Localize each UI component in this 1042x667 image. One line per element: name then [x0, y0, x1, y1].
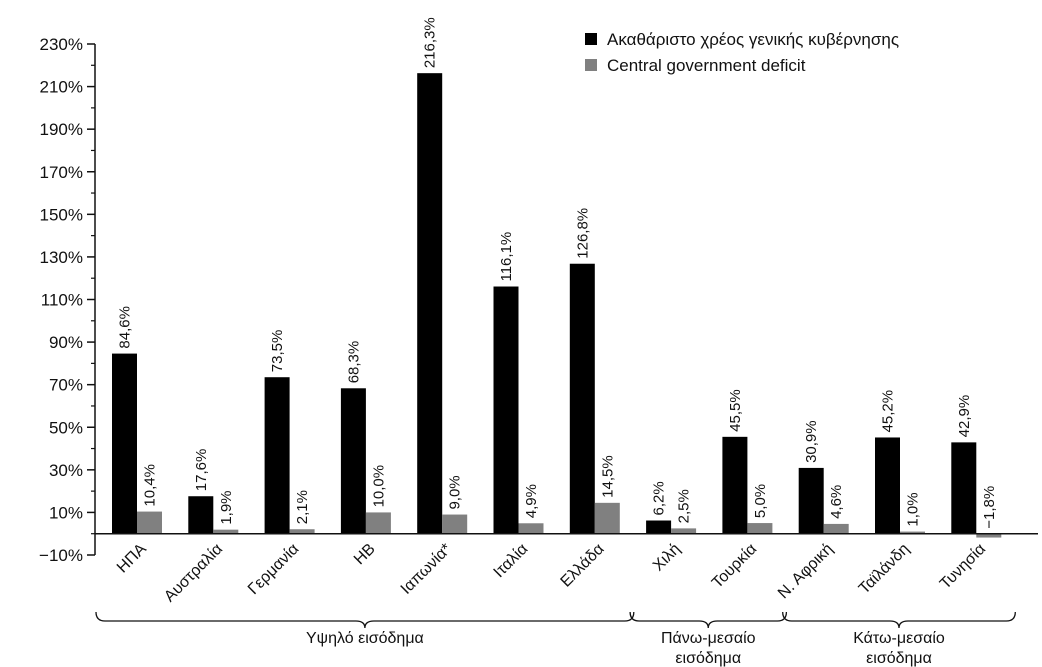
bar-gross-debt	[875, 437, 900, 534]
value-label-gross-debt: 116,1%	[498, 232, 515, 282]
income-groups: Υψηλό εισόδημα Πάνω-μεσαίο εισόδημα Κάτω-με…	[95, 611, 1016, 667]
value-label-deficit: 5,0%	[752, 484, 769, 518]
value-label-gross-debt: 126,8%	[574, 208, 591, 259]
category-label: Γερμανία	[245, 541, 303, 599]
category-label: Χιλή	[650, 541, 684, 575]
category-label: Αυστραλία	[161, 541, 226, 606]
legend-swatch	[585, 33, 597, 45]
value-label-gross-debt: 45,2%	[880, 390, 897, 433]
category-label: Ταϊλάνδη	[856, 541, 913, 598]
value-label-gross-debt: 45,5%	[727, 389, 744, 432]
y-tick-label: 90%	[49, 333, 83, 352]
y-axis: −10% 10% 30% 50% 70% 90% 110% 130% 150% 170% 190% 2…	[39, 35, 96, 565]
bar-gross-debt	[569, 263, 595, 534]
bar-deficit	[137, 511, 162, 534]
y-tick-label: 30%	[49, 461, 83, 480]
bar-gross-debt	[798, 467, 824, 534]
value-label-gross-debt: 84,6%	[117, 306, 134, 349]
group-label: Κάτω-μεσαίο	[853, 630, 945, 647]
value-label-gross-debt: 42,9%	[956, 395, 973, 438]
category-label: Ν. Αφρική	[775, 541, 837, 603]
value-label-deficit: 10,4%	[142, 464, 159, 507]
category-label: Τυνησία	[937, 541, 989, 593]
bar-deficit	[823, 523, 849, 534]
bar-gross-debt	[951, 442, 977, 534]
y-tick-label: 10%	[49, 503, 83, 522]
value-label-gross-debt: 68,3%	[345, 341, 362, 384]
y-tick-label: 190%	[40, 120, 83, 139]
y-tick-label: 50%	[49, 418, 83, 437]
value-label-deficit: 4,6%	[828, 485, 845, 519]
value-label-deficit: 2,1%	[294, 490, 311, 524]
value-label-gross-debt: 6,2%	[651, 481, 668, 515]
value-label-deficit: 4,9%	[523, 484, 540, 518]
y-tick-label: 70%	[49, 376, 83, 395]
value-label-deficit: −1,8%	[981, 486, 998, 529]
value-label-gross-debt: 73,5%	[269, 330, 286, 373]
bar-gross-debt	[112, 353, 137, 534]
bar-gross-debt	[722, 436, 748, 534]
category-label: Ιταλία	[491, 541, 532, 582]
bar-deficit	[289, 529, 315, 534]
group-bracket	[629, 611, 788, 629]
category-label: ΗΒ	[351, 541, 379, 569]
legend-label: Central government deficit	[607, 56, 806, 75]
group-bracket	[95, 611, 635, 629]
category-label: Ιαπωνία*	[398, 541, 455, 598]
value-label-gross-debt: 30,9%	[803, 420, 820, 463]
y-tick-label: 130%	[40, 248, 83, 267]
y-tick-label: 210%	[40, 78, 83, 97]
value-label-gross-debt: 17,6%	[193, 449, 210, 492]
bar-deficit	[594, 502, 620, 534]
legend: Ακαθάριστο χρέος γενικής κυβέρνησης Centr…	[585, 30, 899, 75]
y-tick-label: 110%	[41, 291, 83, 310]
category-label: Ελλάδα	[558, 541, 608, 591]
value-label-gross-debt: 216,3%	[422, 17, 439, 68]
legend-label: Ακαθάριστο χρέος γενικής κυβέρνησης	[607, 30, 899, 49]
y-tick-label: −10%	[39, 546, 83, 565]
group-label: Πάνω-μεσαίο	[661, 630, 756, 647]
value-label-deficit: 1,9%	[218, 490, 235, 524]
bar-gross-debt	[264, 377, 290, 534]
group-label: εισόδημα	[675, 650, 741, 667]
category-label: ΗΠΑ	[114, 540, 150, 576]
legend-swatch	[585, 59, 597, 71]
x-axis: ΗΠΑ Αυστραλία Γερμανία ΗΒ Ιαπωνία* Ιταλία Ελλά…	[95, 532, 1038, 606]
bar-deficit	[900, 531, 925, 534]
bar-deficit	[518, 523, 544, 534]
bar-gross-debt	[188, 496, 214, 534]
value-label-deficit: 10,0%	[370, 465, 387, 508]
value-label-deficit: 9,0%	[447, 475, 464, 509]
value-labels: 84,6% 10,4% 17,6% 1,9% 73,5% 2,1% 68,3% 10,0% 21…	[117, 17, 998, 528]
bars	[112, 73, 1002, 538]
y-tick-label: 150%	[40, 205, 83, 224]
group-label: εισόδημα	[866, 650, 932, 667]
y-tick-label: 170%	[40, 163, 83, 182]
bar-deficit	[365, 512, 391, 534]
bar-gross-debt	[340, 388, 366, 534]
bar-deficit	[747, 523, 773, 534]
value-label-deficit: 2,5%	[676, 489, 693, 523]
bar-gross-debt	[646, 520, 672, 534]
bar-deficit	[213, 529, 239, 534]
y-tick-label: 230%	[40, 35, 83, 54]
bar-deficit	[671, 528, 697, 534]
group-bracket	[782, 611, 1016, 629]
bar-deficit	[976, 533, 1002, 538]
bar-gross-debt	[493, 286, 519, 534]
bar-gross-debt	[417, 73, 443, 534]
value-label-deficit: 14,5%	[599, 455, 616, 498]
value-label-deficit: 1,0%	[905, 492, 922, 526]
category-label: Τουρκία	[709, 541, 760, 592]
group-label: Υψηλό εισόδημα	[306, 630, 424, 647]
bar-deficit	[442, 514, 468, 534]
